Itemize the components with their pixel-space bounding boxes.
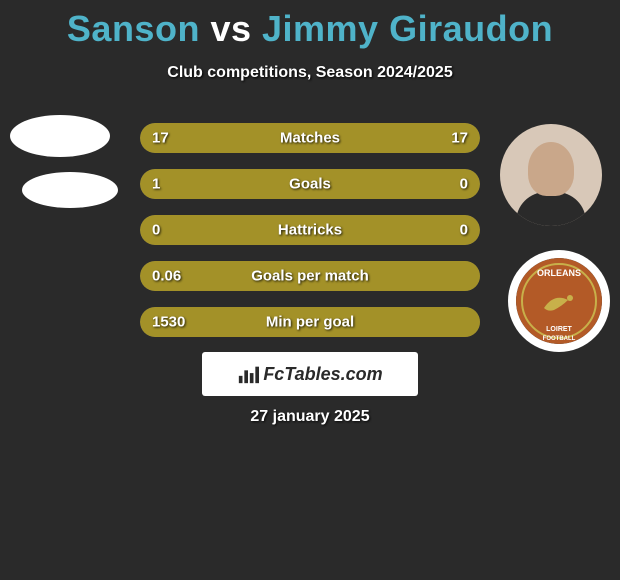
source-logo: FcTables.com: [202, 352, 418, 396]
stat-value-right: 0: [460, 222, 468, 239]
stat-row: 0.06 Goals per match: [140, 261, 480, 291]
stat-label: Goals: [289, 176, 331, 193]
vs-text: vs: [210, 8, 251, 49]
stat-value-right: 17: [451, 130, 468, 147]
stat-label: Goals per match: [251, 268, 369, 285]
stat-value-left: 1: [152, 176, 160, 193]
logo-text: FcTables.com: [263, 364, 382, 385]
svg-text:LOIRET: LOIRET: [546, 326, 572, 333]
player2-avatar: [500, 124, 602, 226]
club-badge-icon: ORLEANS LOIRET FOOTBALL: [516, 258, 602, 344]
comparison-infographic: Sanson vs Jimmy Giraudon Club competitio…: [0, 0, 620, 580]
stat-label: Hattricks: [278, 222, 342, 239]
stat-value-left: 0.06: [152, 268, 181, 285]
stat-row: 1530 Min per goal: [140, 307, 480, 337]
svg-text:FOOTBALL: FOOTBALL: [543, 336, 576, 342]
stat-value-left: 17: [152, 130, 169, 147]
player1-avatar-placeholder: [10, 115, 110, 157]
chart-icon: [237, 363, 259, 385]
stat-label: Matches: [280, 130, 340, 147]
stat-row: 1 Goals 0: [140, 169, 480, 199]
stat-value-left: 1530: [152, 314, 185, 331]
stat-row: 0 Hattricks 0: [140, 215, 480, 245]
svg-text:ORLEANS: ORLEANS: [537, 268, 581, 278]
stat-bar-left: [140, 169, 402, 199]
stat-value-left: 0: [152, 222, 160, 239]
stat-bar-right: [402, 169, 480, 199]
player2-club-badge: ORLEANS LOIRET FOOTBALL: [516, 258, 602, 344]
player1-club-badge-placeholder: [22, 172, 118, 208]
date-label: 27 january 2025: [0, 408, 620, 426]
player2-name: Jimmy Giraudon: [262, 8, 553, 49]
stat-row: 17 Matches 17: [140, 123, 480, 153]
stat-value-right: 0: [460, 176, 468, 193]
page-title: Sanson vs Jimmy Giraudon: [0, 0, 620, 50]
subtitle: Club competitions, Season 2024/2025: [0, 64, 620, 82]
stat-label: Min per goal: [266, 314, 354, 331]
player1-name: Sanson: [67, 8, 200, 49]
stats-area: 17 Matches 17 1 Goals 0 0 Hattricks 0 0.06 Goals p…: [140, 123, 480, 353]
